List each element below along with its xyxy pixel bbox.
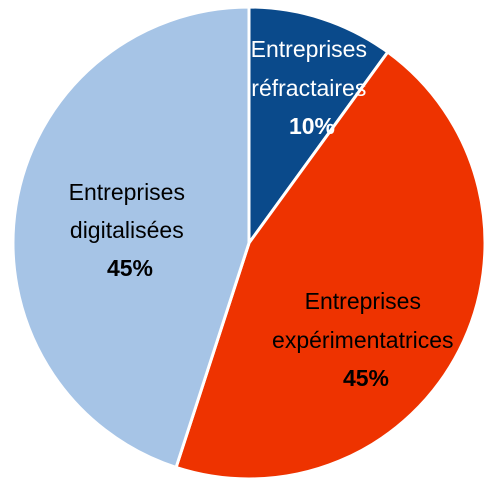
- slice-label-refractaires: Entreprises réfractaires 10%: [251, 36, 374, 139]
- slice-label-digitalisees: Entreprises digitalisées 45%: [69, 179, 192, 281]
- pie-slice-1: [174, 50, 487, 481]
- pie-slice-0: [247, 5, 390, 245]
- slice-label-experimentatrices: Entreprises expérimentatrices 45%: [272, 288, 460, 391]
- slice-value-digitalisees: 45%: [107, 255, 153, 281]
- pie-slice-2: [11, 5, 251, 469]
- slice-value-refractaires: 10%: [289, 113, 335, 139]
- slice-value-experimentatrices: 45%: [343, 365, 389, 391]
- pie-slices: [11, 5, 487, 481]
